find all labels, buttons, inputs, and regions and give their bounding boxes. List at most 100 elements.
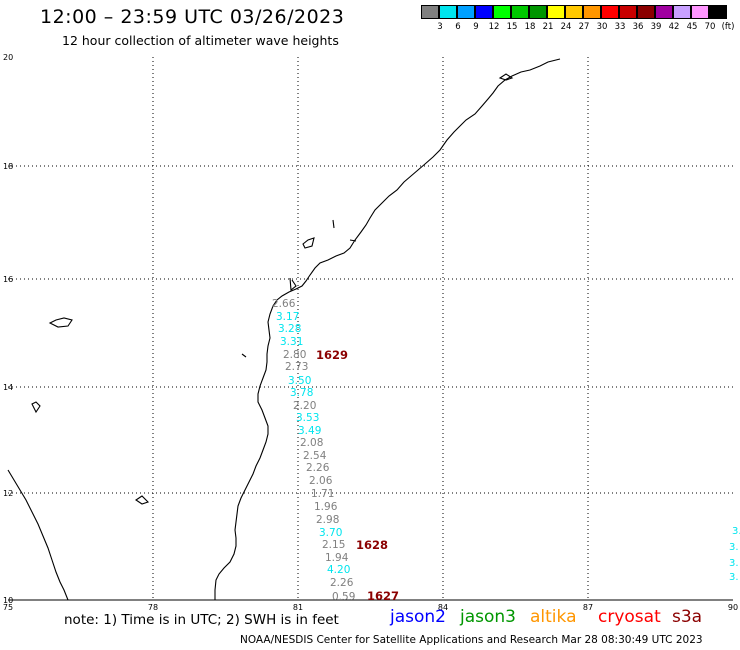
wave-height-value: 2.80 [283, 349, 306, 361]
peninsula-tip [289, 277, 297, 292]
edge-value-fragment: 3. [729, 558, 739, 569]
edge-value-fragment: 3. [729, 542, 739, 553]
longitude-label: 84 [438, 603, 448, 612]
wave-height-value: 1.71 [311, 488, 334, 500]
satellite-cryosat: cryosat [598, 607, 661, 627]
wave-height-value: 3.17 [276, 311, 299, 323]
wave-height-value: 2.54 [303, 450, 327, 462]
latitude-label: 20 [3, 53, 13, 62]
scale-label: 36 [632, 22, 644, 32]
latitude-label: 10 [3, 596, 13, 605]
wave-height-value: 3.50 [288, 375, 311, 387]
latitude-label: 12 [3, 489, 13, 498]
scale-label: 21 [542, 22, 554, 32]
island-h [498, 73, 514, 81]
track-id-label: 1627 [367, 589, 399, 603]
wave-height-value: 2.98 [316, 514, 339, 526]
scale-swatch [709, 5, 727, 19]
wave-height-value: 2.15 [322, 539, 345, 551]
longitude-label: 87 [583, 603, 593, 612]
track-id-label: 1628 [356, 538, 388, 552]
map-title: 12:00 – 23:59 UTC 03/26/2023 [40, 6, 345, 28]
satellite-jason3: jason3 [460, 607, 516, 627]
scale-swatch [493, 5, 511, 19]
scale-swatch [457, 5, 475, 19]
track-id-label: 1629 [316, 348, 348, 362]
wave-height-value: 0.59 [332, 591, 355, 603]
scale-label: 3 [437, 22, 443, 32]
scale-label: 70 [704, 22, 716, 32]
island-a [302, 237, 315, 249]
scale-swatch [529, 5, 547, 19]
scale-label: 24 [560, 22, 572, 32]
satellite-altika: altika [530, 607, 577, 627]
scale-label: 12 [488, 22, 500, 32]
wave-height-value: 3.70 [319, 527, 342, 539]
scale-swatch [565, 5, 583, 19]
scale-swatch [601, 5, 619, 19]
footer-credit: NOAA/NESDIS Center for Satellite Applica… [240, 634, 703, 646]
latitude-label: 18 [3, 162, 13, 171]
scale-swatch [475, 5, 493, 19]
scale-swatch [583, 5, 601, 19]
wave-height-color-scale [421, 5, 727, 21]
scale-label: 9 [473, 22, 479, 32]
scale-label: 15 [506, 22, 518, 32]
scale-label: 45 [686, 22, 698, 32]
scale-swatch [547, 5, 565, 19]
scale-swatch [655, 5, 673, 19]
units-note: note: 1) Time is in UTC; 2) SWH is in fe… [64, 612, 339, 628]
map-subtitle: 12 hour collection of altimeter wave hei… [62, 33, 339, 48]
wave-height-value: 2.08 [300, 437, 323, 449]
wave-height-value: 3.49 [298, 425, 321, 437]
scale-swatch [637, 5, 655, 19]
longitude-label: 78 [148, 603, 158, 612]
scale-label: 33 [614, 22, 626, 32]
scale-label: 6 [455, 22, 461, 32]
wave-height-value: 1.94 [325, 552, 349, 564]
wave-height-value: 3.78 [290, 387, 313, 399]
scale-label: 42 [668, 22, 680, 32]
scale-label: (ft) [721, 22, 735, 32]
island-b [332, 219, 335, 229]
wave-height-value: 2.66 [272, 298, 296, 310]
longitude-label: 81 [293, 603, 303, 612]
wave-height-value: 3.53 [296, 412, 319, 424]
wave-height-value: 3.31 [280, 336, 303, 348]
wave-height-value: 2.26 [306, 462, 330, 474]
satellite-jason2: jason2 [390, 607, 446, 627]
wave-height-labels: 2.663.173.283.312.802.73 3.503.782.203.53… [272, 298, 740, 603]
scale-swatch [439, 5, 457, 19]
scale-label: 18 [524, 22, 536, 32]
scale-swatch [619, 5, 637, 19]
scale-label: 30 [596, 22, 608, 32]
longitude-label: 75 [3, 603, 13, 612]
island-g [241, 353, 247, 358]
wave-height-value: 2.20 [293, 400, 316, 412]
longitude-label: 90 [728, 603, 738, 612]
edge-value-fragment: 3. [729, 572, 739, 583]
wave-height-value: 2.73 [285, 361, 308, 373]
satellite-s3a: s3a [672, 607, 703, 627]
wave-height-value: 4.20 [327, 564, 350, 576]
wave-height-value: 2.26 [330, 577, 354, 589]
scale-swatch [673, 5, 691, 19]
island-c [349, 239, 357, 242]
scale-label: 39 [650, 22, 662, 32]
wave-height-value: 3.28 [278, 323, 301, 335]
island-e [31, 401, 41, 414]
scale-swatch [691, 5, 709, 19]
scale-label: 27 [578, 22, 590, 32]
latitude-label: 14 [3, 383, 13, 392]
coastline-left [7, 469, 69, 601]
wave-height-value: 1.96 [314, 501, 338, 513]
island-d [48, 317, 73, 328]
wave-height-value: 2.06 [309, 475, 333, 487]
latitude-label: 16 [3, 275, 13, 284]
edge-value-fragment: 3. [732, 526, 740, 537]
scale-swatch [511, 5, 529, 19]
coastline [7, 58, 561, 601]
coastline-main [214, 58, 561, 600]
